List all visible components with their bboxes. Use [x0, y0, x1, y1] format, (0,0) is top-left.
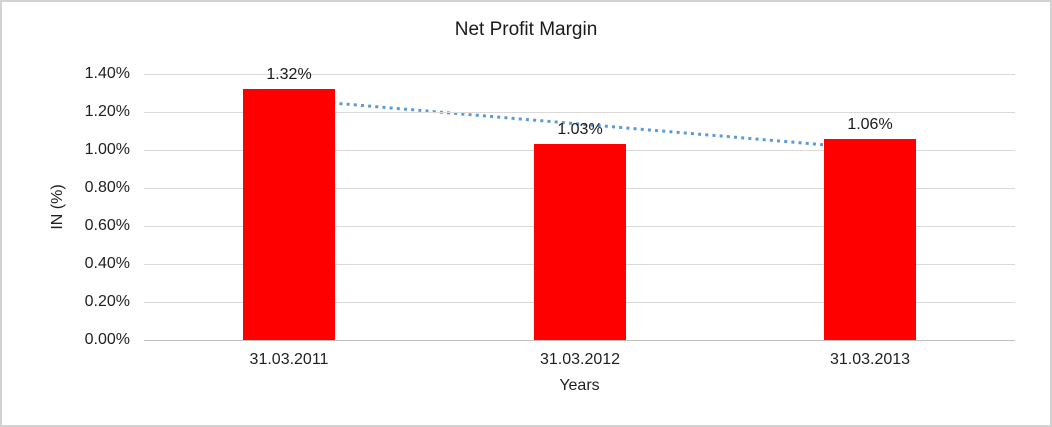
- y-tick-label: 0.00%: [84, 331, 130, 348]
- y-tick-label: 1.40%: [84, 65, 130, 82]
- x-tick-label: 31.03.2013: [829, 351, 911, 368]
- bar-31.03.2011: [243, 89, 335, 340]
- x-axis-title: Years: [559, 377, 600, 394]
- data-label: 1.03%: [557, 121, 603, 138]
- y-tick-label: 0.40%: [84, 255, 130, 272]
- x-tick-label: 31.03.2011: [249, 351, 329, 368]
- data-label: 1.06%: [847, 116, 893, 133]
- bar-31.03.2012: [534, 144, 626, 340]
- bar-31.03.2013: [824, 139, 916, 340]
- gridline: [144, 112, 1015, 113]
- y-tick-label: 0.20%: [84, 293, 130, 310]
- gridline: [144, 74, 1015, 75]
- x-axis-line: [144, 340, 1015, 341]
- y-tick-label: 1.00%: [84, 141, 130, 158]
- y-tick-label: 0.60%: [84, 217, 130, 234]
- data-label: 1.32%: [266, 66, 312, 83]
- y-tick-label: 1.20%: [84, 103, 130, 120]
- chart-title: Net Profit Margin: [454, 19, 598, 40]
- y-tick-label: 0.80%: [84, 179, 130, 196]
- x-tick-label: 31.03.2012: [539, 351, 621, 368]
- plot-area: [144, 74, 1015, 341]
